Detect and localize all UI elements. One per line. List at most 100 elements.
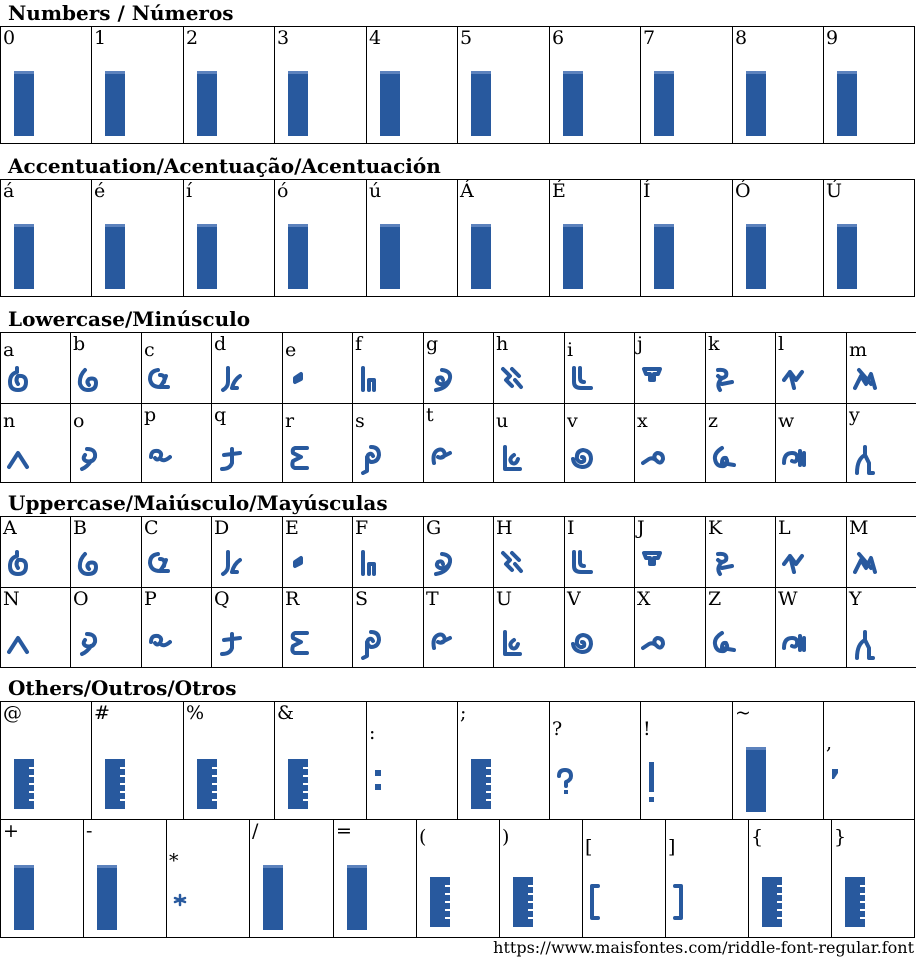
riddle-m-icon bbox=[853, 366, 877, 400]
character-label: b bbox=[73, 333, 86, 355]
character-label: r bbox=[285, 410, 295, 432]
riddle-b-icon bbox=[77, 366, 101, 400]
character-label: Ó bbox=[735, 180, 751, 202]
asterisk-icon bbox=[173, 892, 187, 911]
riddle-p-icon bbox=[148, 445, 172, 479]
notdef-box-icon bbox=[562, 70, 584, 141]
character-label: f bbox=[355, 333, 363, 355]
character-label: ( bbox=[419, 826, 427, 848]
character-label: V bbox=[567, 588, 581, 610]
glyph-cell: v bbox=[565, 404, 635, 483]
riddle-c-icon bbox=[148, 366, 172, 400]
character-label: u bbox=[496, 410, 509, 432]
uppercase-grid: A B C D E F G H I J K L M N O P Q R S T U V X Z W Y bbox=[0, 516, 916, 668]
character-label: I bbox=[567, 517, 575, 539]
notdef-box-icon bbox=[836, 70, 858, 141]
glyph-cell: é bbox=[92, 180, 184, 297]
character-label: n bbox=[3, 410, 16, 432]
glyph-cell: * bbox=[167, 820, 250, 938]
glyph-cell: l bbox=[776, 333, 847, 404]
glyph-cell: Á bbox=[458, 180, 550, 297]
riddle-w-icon bbox=[782, 630, 806, 664]
glyph-cell: { bbox=[749, 820, 832, 938]
glyph-cell: / bbox=[250, 820, 334, 938]
character-label: ) bbox=[502, 826, 510, 848]
glyph-cell: k bbox=[706, 333, 776, 404]
character-label: 8 bbox=[735, 27, 748, 49]
riddle-m-icon bbox=[853, 550, 877, 584]
glyph-cell: ; bbox=[458, 702, 550, 820]
glyph-cell: w bbox=[776, 404, 847, 483]
character-label: k bbox=[708, 333, 720, 355]
character-label: 7 bbox=[643, 27, 656, 49]
glyph-cell: ú bbox=[367, 180, 458, 297]
character-label: R bbox=[285, 588, 300, 610]
riddle-t-icon bbox=[430, 445, 454, 479]
riddle-f-icon bbox=[359, 550, 383, 584]
glyph-cell: p bbox=[142, 404, 212, 483]
character-label: O bbox=[73, 588, 89, 610]
character-label: B bbox=[73, 517, 87, 539]
riddle-z-icon bbox=[712, 630, 736, 664]
character-label: K bbox=[708, 517, 723, 539]
character-label: Z bbox=[708, 588, 722, 610]
character-label: , bbox=[826, 732, 833, 754]
character-label: t bbox=[426, 404, 434, 426]
character-label: 4 bbox=[369, 27, 382, 49]
character-label: i bbox=[567, 339, 574, 361]
source-url[interactable]: https://www.maisfontes.com/riddle-font-r… bbox=[493, 938, 914, 957]
riddle-o-icon bbox=[77, 630, 101, 664]
riddle-h-icon bbox=[500, 366, 524, 400]
glyph-cell: e bbox=[283, 333, 353, 404]
notdef-box-icon bbox=[196, 223, 218, 294]
glyph-cell: G bbox=[424, 517, 494, 588]
section-title-accentuation: Accentuation/Acentuação/Acentuación bbox=[8, 154, 441, 178]
glyph-cell: n bbox=[1, 404, 71, 483]
glyph-cell: C bbox=[142, 517, 212, 588]
character-label: ! bbox=[643, 718, 651, 740]
character-label: C bbox=[144, 517, 159, 539]
riddle-v-icon bbox=[571, 630, 595, 664]
glyph-cell: q bbox=[212, 404, 283, 483]
character-label: = bbox=[336, 820, 352, 842]
character-label: g bbox=[426, 333, 439, 355]
riddle-b-icon bbox=[77, 550, 101, 584]
bracket-right-icon bbox=[672, 884, 684, 924]
riddle-v-icon bbox=[571, 445, 595, 479]
character-label: X bbox=[637, 588, 651, 610]
glyph-cell: á bbox=[1, 180, 92, 297]
bracket-left-icon bbox=[589, 884, 601, 924]
character-label: Y bbox=[849, 588, 862, 610]
notdef-ticked-icon bbox=[761, 876, 783, 932]
character-label: # bbox=[94, 702, 110, 724]
notdef-box-icon bbox=[287, 70, 309, 141]
glyph-cell: - bbox=[84, 820, 167, 938]
riddle-u-icon bbox=[500, 630, 524, 664]
notdef-box-icon bbox=[379, 70, 401, 141]
glyph-cell: o bbox=[71, 404, 142, 483]
glyph-cell: h bbox=[494, 333, 565, 404]
glyph-cell: Z bbox=[706, 588, 776, 668]
riddle-r-icon bbox=[289, 630, 313, 664]
notdef-ticked-icon bbox=[13, 758, 35, 814]
character-label: Q bbox=[214, 588, 230, 610]
notdef-box-icon bbox=[745, 223, 767, 294]
notdef-ticked-icon bbox=[429, 876, 451, 932]
glyph-cell: N bbox=[1, 588, 71, 668]
riddle-l-icon bbox=[782, 366, 806, 400]
section-title-numbers: Numbers / Números bbox=[8, 1, 234, 25]
glyph-cell: B bbox=[71, 517, 142, 588]
character-label: & bbox=[277, 702, 294, 724]
notdef-ticked-icon bbox=[196, 758, 218, 814]
riddle-o-icon bbox=[77, 445, 101, 479]
character-label: ó bbox=[277, 180, 289, 202]
question-icon bbox=[556, 768, 574, 800]
glyph-cell: z bbox=[706, 404, 776, 483]
exclaim-icon bbox=[647, 760, 656, 808]
character-label: : bbox=[369, 722, 376, 744]
glyph-cell: P bbox=[142, 588, 212, 668]
notdef-box-icon bbox=[346, 864, 368, 935]
glyph-cell: @ bbox=[1, 702, 92, 820]
glyph-cell: y bbox=[847, 404, 916, 483]
